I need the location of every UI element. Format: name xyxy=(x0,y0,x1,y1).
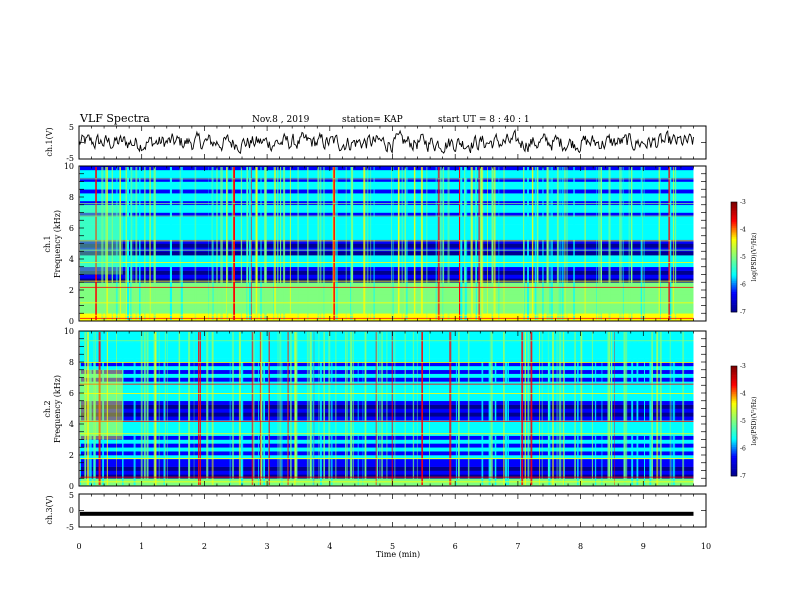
ch1-ytick-bottom: -5 xyxy=(66,154,74,163)
header-station: station= KAP xyxy=(342,115,403,125)
ch1-ytick-4: 4 xyxy=(69,255,74,264)
colorbar-tick-label: -7 xyxy=(740,473,746,480)
ch1-spectrogram-ytick-labels: 0 2 4 6 8 10 xyxy=(64,162,74,326)
colorbar-label: log(PSD)(V²/Hz) xyxy=(751,233,758,282)
ch3-ytick-mid: 0 xyxy=(69,506,74,515)
colorbar-tick-label: -4 xyxy=(740,227,746,234)
colorbar-tick-label: -4 xyxy=(740,391,746,398)
ch1-ytick-top: 5 xyxy=(69,123,74,132)
x-tick-label: 6 xyxy=(453,542,458,551)
ch2-ytick-8: 8 xyxy=(69,358,74,367)
ch1-ytick-2: 2 xyxy=(69,286,74,295)
ch3-waveform-trace xyxy=(80,511,694,516)
ch2-spectrogram-ylabel: ch.2Frequency (kHz) xyxy=(43,375,62,443)
ch1-waveform-panel: 5 -5 ch.1(V) xyxy=(45,123,707,163)
ch3-ytick-bottom: -5 xyxy=(66,523,74,532)
ch2-spectrogram-image xyxy=(80,331,694,487)
ch2-colorbar: -3 -4 -5 -6 -7 log(PSD)(V²/Hz) xyxy=(730,363,758,480)
colorbar-label: log(PSD)(V²/Hz) xyxy=(751,397,758,446)
colorbar-tick-label: -7 xyxy=(740,309,746,316)
ch2-spectrogram-ticks xyxy=(78,330,707,487)
ch1-waveform-ylabel: ch.1(V) xyxy=(45,127,54,156)
x-tick-label: 9 xyxy=(641,542,646,551)
ch2-ytick-2: 2 xyxy=(69,451,74,460)
header-start-time: start UT = 8 : 40 : 1 xyxy=(438,115,530,125)
ch3-waveform-panel: 5 0 -5 ch.3(V) xyxy=(45,491,707,532)
x-tick-label: 8 xyxy=(578,542,583,551)
ch1-ytick-10: 10 xyxy=(64,162,74,171)
colorbar-tick-label: -5 xyxy=(740,418,746,425)
ch3-waveform-ticks xyxy=(78,493,707,528)
x-tick-label: 1 xyxy=(139,542,144,551)
ch2-spectrogram-panel: 0 2 4 6 8 10 ch.2Frequency (kHz) -3-4-5-… xyxy=(43,327,758,491)
x-tick-label: 4 xyxy=(327,542,332,551)
ch2-ytick-6: 6 xyxy=(69,389,74,398)
ch1-waveform-ticks xyxy=(78,125,707,160)
ch1-spectrogram-ticks xyxy=(78,165,707,322)
ch1-ytick-0: 0 xyxy=(69,317,74,326)
ch2-spectrogram-ytick-labels: 0 2 4 6 8 10 xyxy=(64,327,74,491)
x-axis-tick-labels: 0 1 2 3 4 5 6 7 8 9 10 xyxy=(76,542,711,551)
ch1-spectrogram-panel: 0 2 4 6 8 10 ch.1Frequency (kHz) -3-4-5-… xyxy=(43,162,758,326)
ch1-spectrogram-image xyxy=(80,166,694,322)
ch1-waveform-trace xyxy=(78,128,694,154)
colorbar-tick-label: -6 xyxy=(740,446,746,453)
x-tick-label: 7 xyxy=(515,542,520,551)
ch1-spectrogram-ylabel: ch.1Frequency (kHz) xyxy=(43,210,62,278)
ch2-ytick-0: 0 xyxy=(69,482,74,491)
ch2-ytick-10: 10 xyxy=(64,327,74,336)
colorbar-tick-label: -6 xyxy=(740,282,746,289)
x-tick-label: 10 xyxy=(701,542,711,551)
colorbar-tick-label: -5 xyxy=(740,254,746,261)
ch1-ytick-6: 6 xyxy=(69,224,74,233)
x-tick-label: 0 xyxy=(76,542,81,551)
figure-title: VLF Spectra xyxy=(79,112,150,125)
header-date: Nov.8 , 2019 xyxy=(252,115,310,125)
x-tick-label: 3 xyxy=(265,542,270,551)
ch1-ytick-8: 8 xyxy=(69,193,74,202)
x-axis-label: Time (min) xyxy=(376,550,420,559)
colorbar-tick-label: -3 xyxy=(740,199,746,206)
ch3-ytick-top: 5 xyxy=(69,491,74,500)
ch2-ytick-4: 4 xyxy=(69,420,74,429)
x-tick-label: 2 xyxy=(202,542,207,551)
colorbar-tick-label: -3 xyxy=(740,363,746,370)
ch3-waveform-ylabel: ch.3(V) xyxy=(45,495,54,524)
ch1-colorbar: -3 -4 -5 -6 -7 log(PSD)(V²/Hz) xyxy=(730,199,758,316)
x-tick-label: 5 xyxy=(390,542,395,551)
